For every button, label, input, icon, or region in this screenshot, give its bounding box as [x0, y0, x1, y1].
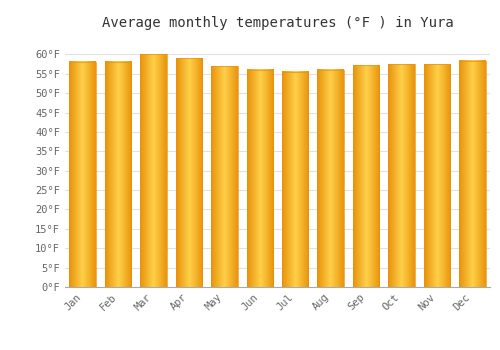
- Bar: [459, 61, 485, 287]
- Bar: [140, 54, 167, 287]
- Bar: [211, 66, 238, 287]
- Title: Average monthly temperatures (°F ) in Yura: Average monthly temperatures (°F ) in Yu…: [102, 16, 454, 30]
- Bar: [424, 64, 450, 287]
- Bar: [353, 65, 380, 287]
- Bar: [388, 64, 414, 287]
- Bar: [282, 72, 308, 287]
- Bar: [70, 62, 96, 287]
- Bar: [318, 70, 344, 287]
- Bar: [176, 58, 202, 287]
- Bar: [246, 70, 273, 287]
- Bar: [105, 62, 132, 287]
